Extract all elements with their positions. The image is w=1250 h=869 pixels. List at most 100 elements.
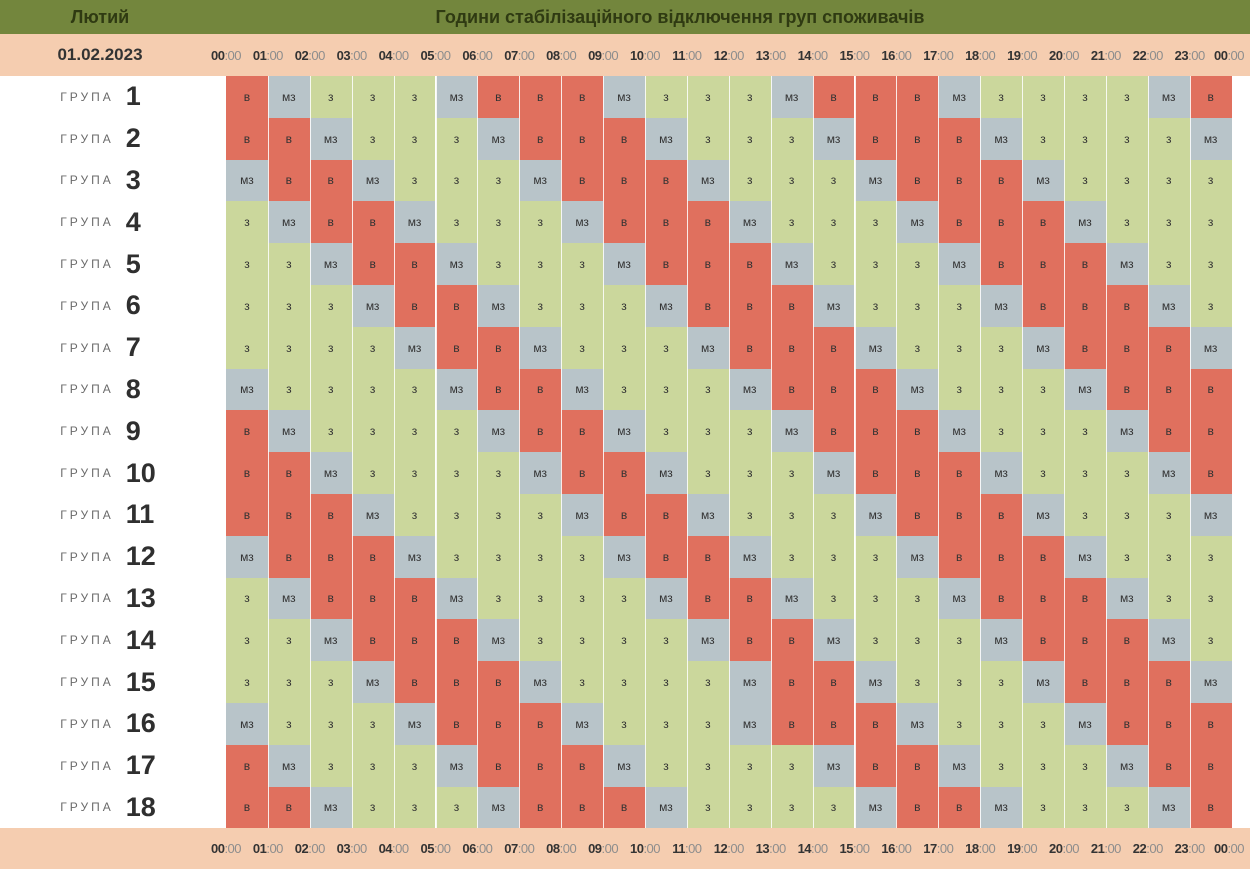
schedule-cell: мз <box>1064 368 1106 411</box>
schedule-cell: в <box>812 368 855 411</box>
schedule-cell: з <box>645 703 687 745</box>
schedule-cell: з <box>1189 619 1232 662</box>
time-tick-hour: 21 <box>1090 47 1105 63</box>
column-separator <box>435 76 437 828</box>
time-tick-minutes: :00 <box>1104 841 1121 856</box>
schedule-cell: мз <box>686 326 729 369</box>
schedule-cell: з <box>896 661 939 703</box>
schedule-cell: в <box>1189 452 1232 494</box>
time-tick-minutes: :00 <box>978 47 996 63</box>
time-tick-minutes: :00 <box>266 841 283 856</box>
schedule-cell: мз <box>645 452 687 494</box>
time-tick-hour: 00 <box>1213 841 1228 856</box>
schedule-cell: з <box>435 786 478 829</box>
schedule-cell: в <box>561 76 604 118</box>
time-tick-hour: 18 <box>965 841 979 856</box>
schedule-cell: в <box>519 76 562 118</box>
schedule-cell: з <box>686 368 729 411</box>
column-separator <box>1064 76 1065 828</box>
schedule-cell: з <box>309 703 352 745</box>
column-separator <box>477 76 479 828</box>
schedule-cell: з <box>435 117 478 160</box>
time-tick-hour: 14 <box>797 47 812 63</box>
schedule-cell: мз <box>980 285 1023 327</box>
schedule-cell: з <box>686 410 729 453</box>
schedule-cell: в <box>1147 326 1190 369</box>
time-tick-hour: 06 <box>462 47 476 63</box>
schedule-cell: в <box>561 410 604 453</box>
time-tick: 10:00 <box>624 828 666 869</box>
schedule-cell: мз <box>686 494 729 536</box>
time-tick-minutes: :00 <box>308 841 325 856</box>
group-word: ГРУПА <box>60 340 114 355</box>
schedule-cell: мз <box>854 494 897 536</box>
group-number: 4 <box>125 206 141 237</box>
column-separator <box>1189 76 1191 828</box>
schedule-cell: з <box>1189 577 1232 620</box>
schedule-cell: з <box>561 285 604 327</box>
schedule-cell: в <box>309 535 352 578</box>
time-tick-hour: 00 <box>210 47 225 63</box>
schedule-cell: мз <box>770 76 813 118</box>
schedule-cell: мз <box>477 786 520 829</box>
schedule-cell: мз <box>351 661 394 703</box>
schedule-cell: мз <box>393 535 436 578</box>
schedule-cell: з <box>1105 201 1148 244</box>
schedule-cell: мз <box>1147 76 1190 118</box>
schedule-cell: з <box>267 368 310 411</box>
schedule-cell: в <box>686 285 729 327</box>
schedule-cell: в <box>980 243 1023 285</box>
schedule-cell: мз <box>435 76 478 118</box>
schedule-cell: з <box>435 201 478 244</box>
schedule-cell: мз <box>561 703 604 745</box>
column-separator <box>1022 76 1024 828</box>
schedule-cell: з <box>1147 577 1190 620</box>
schedule-cell: з <box>351 744 394 787</box>
group-number: 8 <box>125 373 141 404</box>
schedule-cell: з <box>938 368 981 411</box>
schedule-cell: з <box>477 494 520 536</box>
schedule-cell: мз <box>1147 619 1190 662</box>
schedule-cell: з <box>1189 535 1232 578</box>
schedule-cell: з <box>267 326 310 369</box>
schedule-cell: в <box>309 201 352 244</box>
schedule-cell: в <box>938 201 981 244</box>
schedule-cell: в <box>519 117 562 160</box>
time-axis-bottom: 00:00 01:00 02:00 03:00 04:00 05:00 06:00 07:00… <box>0 828 1250 869</box>
schedule-cell: з <box>980 661 1023 703</box>
schedule-cell: з <box>1147 159 1190 202</box>
schedule-cell: мз <box>603 535 645 578</box>
schedule-cell: в <box>603 201 645 244</box>
schedule-cell: мз <box>309 786 352 829</box>
schedule-cell: з <box>561 661 604 703</box>
schedule-cell: з <box>226 326 268 369</box>
group-word: ГРУПА <box>60 215 114 230</box>
schedule-cell: в <box>351 619 394 662</box>
schedule-cell: з <box>603 326 645 369</box>
schedule-cell: в <box>1189 744 1232 787</box>
group-number: 1 <box>125 81 141 112</box>
group-word: ГРУПА <box>60 298 114 313</box>
schedule-cell: в <box>1022 285 1064 327</box>
schedule-cell: в <box>980 577 1023 620</box>
schedule-cell: з <box>309 744 352 787</box>
schedule-cell: з <box>393 117 436 160</box>
time-tick-hour: 10 <box>629 841 644 856</box>
schedule-cell: з <box>393 76 436 118</box>
time-tick: 07:00 <box>498 828 540 869</box>
group-number: 16 <box>125 708 156 739</box>
time-tick-hour: 08 <box>546 47 560 63</box>
schedule-cell: з <box>770 535 813 578</box>
schedule-cell: мз <box>896 535 939 578</box>
schedule-cell: мз <box>267 577 310 620</box>
schedule-cell: мз <box>1147 285 1190 327</box>
time-tick-minutes: :00 <box>601 841 619 856</box>
time-tick-hour: 13 <box>755 841 770 856</box>
schedule-cell: в <box>309 494 352 536</box>
schedule-cell: в <box>435 285 478 327</box>
schedule-cell: з <box>393 410 436 453</box>
schedule-cell: мз <box>267 76 310 118</box>
time-tick: 19:00 <box>1001 34 1043 76</box>
schedule-cell: в <box>645 535 687 578</box>
group-number: 7 <box>125 332 141 363</box>
